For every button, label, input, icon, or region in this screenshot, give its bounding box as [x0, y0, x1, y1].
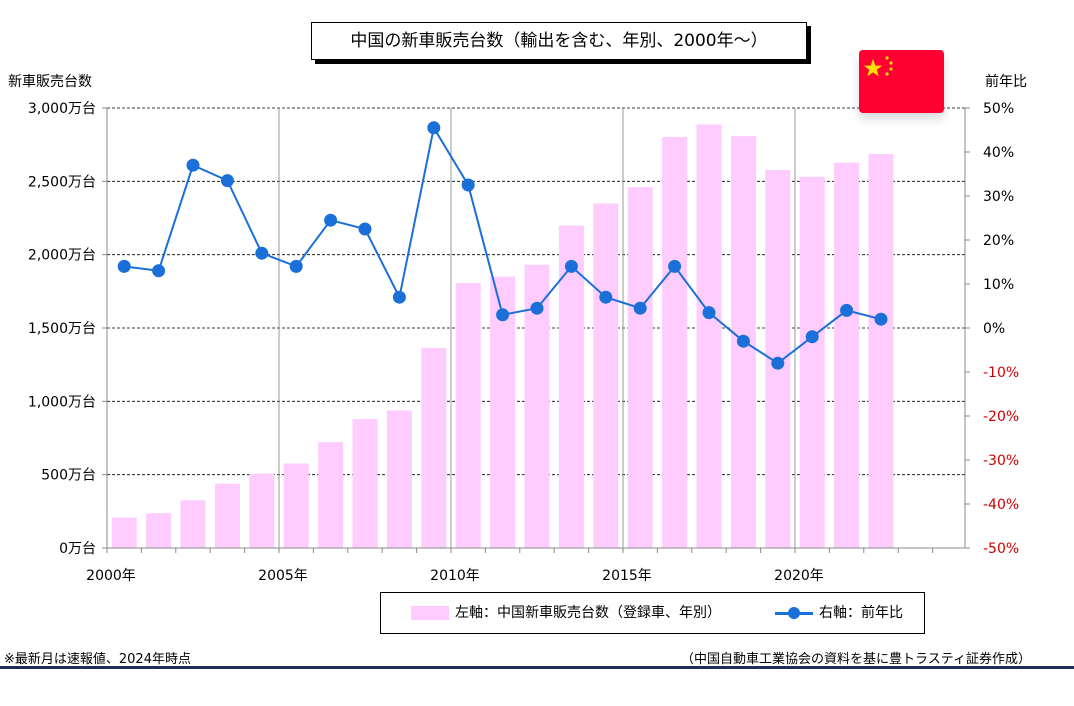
yoy-point-2005	[289, 259, 303, 273]
x-tick-label: 2000年	[86, 568, 136, 584]
bar-2021	[834, 162, 860, 548]
bar-2004	[249, 473, 275, 548]
y-left-tick-label: 1,500万台	[28, 321, 96, 337]
y-left-tick-label: 2,500万台	[28, 174, 96, 190]
y-left-tick-label: 500万台	[41, 468, 96, 484]
yoy-point-2015	[633, 301, 647, 315]
bar-2014	[593, 203, 619, 549]
bar-2010	[455, 283, 481, 548]
y-right-tick-label: 30%	[983, 189, 1014, 205]
x-tick-label: 2020年	[774, 568, 824, 584]
yoy-point-2014	[599, 290, 613, 304]
x-tick-label: 2015年	[602, 568, 652, 584]
yoy-point-2001	[152, 264, 166, 278]
yoy-point-2017	[702, 306, 716, 320]
left-axis-title: 新車販売台数	[8, 74, 92, 90]
bar-2003	[214, 483, 240, 548]
y-right-tick-label: -20%	[983, 409, 1019, 425]
right-axis-title: 前年比	[985, 74, 1027, 90]
bar-2022	[868, 154, 894, 548]
yoy-point-2019	[771, 356, 785, 370]
y-right-tick-label: 0%	[983, 321, 1005, 337]
y-right-tick-label: 20%	[983, 233, 1014, 249]
bar-2006	[318, 442, 344, 548]
yoy-point-2016	[668, 259, 682, 273]
legend-bar-label: 左軸：中国新車販売台数（登録車、年別）	[455, 605, 721, 621]
y-right-tick-label: 50%	[983, 101, 1014, 117]
bar-2008	[386, 410, 412, 548]
y-left-tick-label: 1,000万台	[28, 394, 96, 410]
y-right-tick-label: 10%	[983, 277, 1014, 293]
bar-2001	[146, 513, 172, 548]
yoy-point-2022	[874, 312, 888, 326]
yoy-point-2004	[255, 246, 269, 260]
bar-2013	[558, 225, 584, 549]
bar-2011	[490, 276, 516, 548]
x-tick-label: 2005年	[258, 568, 308, 584]
yoy-point-2003	[220, 174, 234, 188]
y-left-tick-label: 2,000万台	[28, 248, 96, 264]
bar-2000	[111, 517, 137, 548]
y-right-tick-label: 40%	[983, 145, 1014, 161]
chart-title: 中国の新車販売台数（輸出を含む、年別、2000年～）	[311, 22, 807, 60]
yoy-point-2011	[496, 308, 510, 322]
legend-line-label: 右軸：前年比	[819, 605, 903, 621]
bar-2020	[799, 176, 825, 548]
footnote-right: （中国自動車工業協会の資料を基に豊トラスティ証券作成）	[681, 652, 1031, 667]
y-right-tick-label: -40%	[983, 497, 1019, 513]
bar-2016	[662, 136, 688, 549]
bar-2007	[352, 419, 378, 548]
bar-2015	[627, 187, 653, 548]
y-right-tick-label: -10%	[983, 365, 1019, 381]
x-tick-label: 2010年	[430, 568, 480, 584]
yoy-point-2012	[530, 301, 544, 315]
bottom-rule	[0, 666, 1074, 669]
bar-2017	[696, 124, 722, 548]
yoy-point-2000	[117, 259, 131, 273]
yoy-point-2008	[392, 290, 406, 304]
y-right-tick-label: -30%	[983, 453, 1019, 469]
legend: 左軸：中国新車販売台数（登録車、年別） 右軸：前年比	[380, 592, 925, 634]
footnote-left: ※最新月は速報値、2024年時点	[4, 652, 191, 667]
legend-line-marker	[788, 607, 800, 619]
yoy-point-2010	[461, 178, 475, 192]
yoy-point-2018	[736, 334, 750, 348]
yoy-point-2009	[427, 121, 441, 135]
bar-2002	[180, 500, 206, 548]
legend-bar-swatch	[411, 606, 449, 620]
y-left-tick-label: 3,000万台	[28, 101, 96, 117]
china-flag-icon	[859, 50, 944, 113]
yoy-point-2021	[840, 303, 854, 317]
y-right-tick-label: -50%	[983, 541, 1019, 557]
yoy-point-2020	[805, 330, 819, 344]
y-left-tick-label: 0万台	[59, 541, 96, 557]
yoy-point-2006	[324, 213, 338, 227]
yoy-point-2002	[186, 158, 200, 172]
yoy-point-2007	[358, 222, 372, 236]
yoy-point-2013	[564, 259, 578, 273]
bar-2009	[421, 347, 447, 548]
bar-2005	[283, 463, 309, 548]
